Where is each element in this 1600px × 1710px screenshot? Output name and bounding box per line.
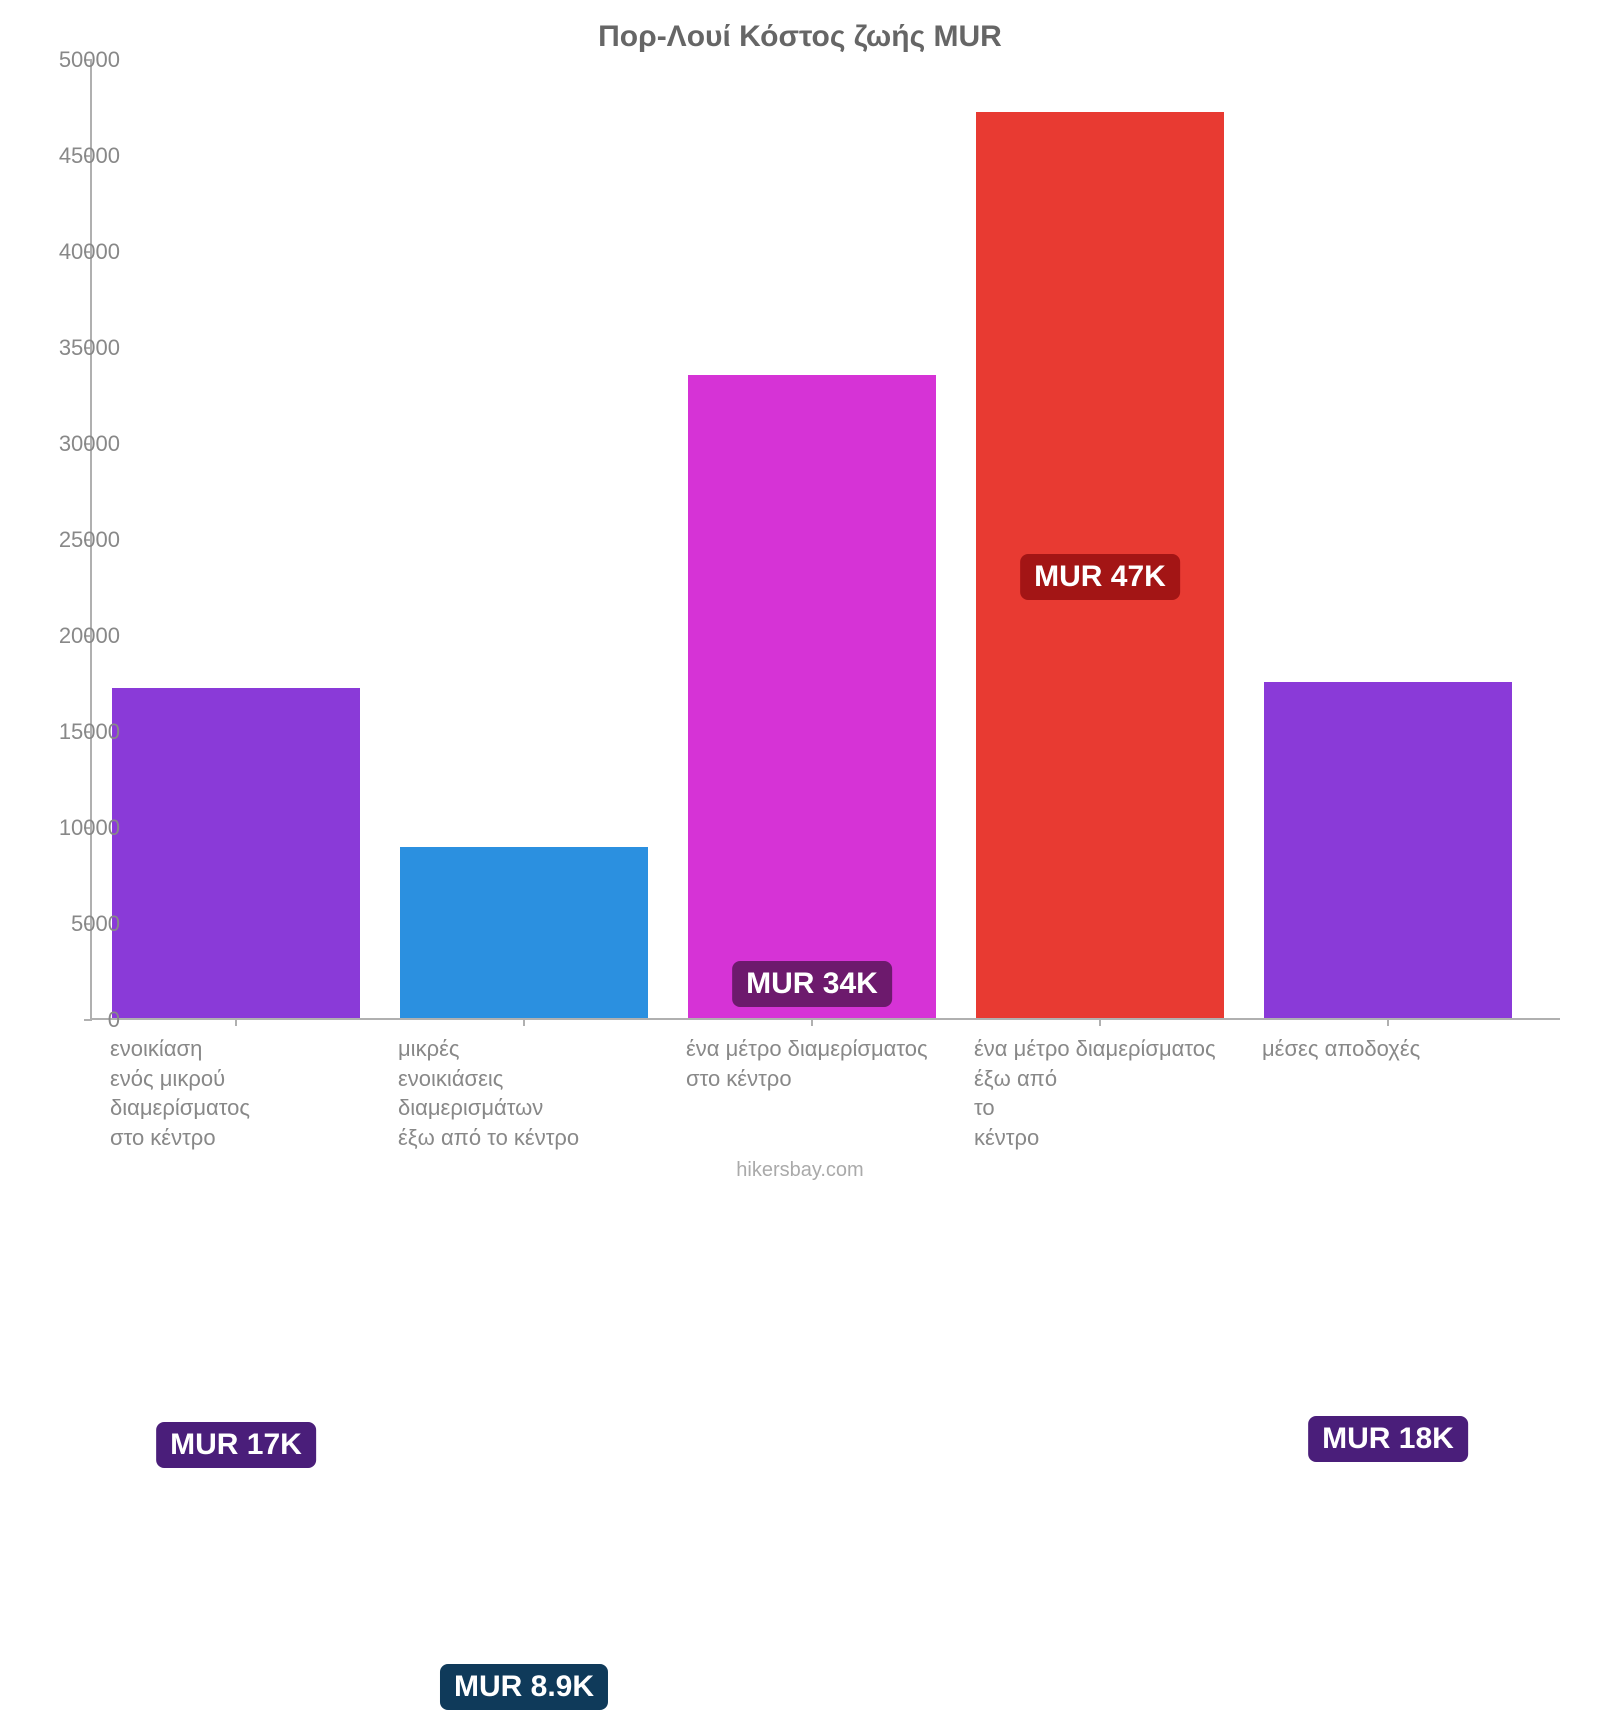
x-axis-label-line: έξω από το κέντρο: [398, 1123, 666, 1153]
x-axis-label-line: μέσες αποδοχές: [1262, 1034, 1530, 1064]
bar: MUR 8.9K: [400, 847, 648, 1018]
y-tick-label: 45000: [40, 143, 120, 169]
y-tick-label: 10000: [40, 815, 120, 841]
x-axis-label-line: ενοικιάσεις: [398, 1064, 666, 1094]
x-axis-label: ένα μέτρο διαμερίσματοςέξω απότοκέντρο: [974, 1034, 1242, 1153]
y-tick-label: 20000: [40, 623, 120, 649]
x-axis-label-line: έξω από: [974, 1064, 1242, 1094]
bar: MUR 17K: [112, 688, 360, 1018]
x-axis-label-line: κέντρο: [974, 1123, 1242, 1153]
y-tick-label: 40000: [40, 239, 120, 265]
x-tick-mark: [811, 1018, 813, 1026]
x-axis-label-line: ενοικίαση: [110, 1034, 378, 1064]
x-axis-label: μέσες αποδοχές: [1262, 1034, 1530, 1064]
bar: MUR 47K: [976, 112, 1224, 1018]
bar-value-badge: MUR 47K: [1020, 554, 1180, 600]
x-axis-label-line: στο κέντρο: [686, 1064, 954, 1094]
x-axis-label-line: μικρές: [398, 1034, 666, 1064]
x-axis-label-line: διαμερισμάτων: [398, 1093, 666, 1123]
bar: MUR 34K: [688, 375, 936, 1018]
x-axis-label: μικρέςενοικιάσειςδιαμερισμάτωνέξω από το…: [398, 1034, 666, 1153]
y-tick-label: 5000: [40, 911, 120, 937]
x-axis-label: ενοικίασηενός μικρούδιαμερίσματοςστο κέν…: [110, 1034, 378, 1153]
y-tick-label: 50000: [40, 47, 120, 73]
x-axis-label-line: το: [974, 1093, 1242, 1123]
bar-value-badge: MUR 34K: [732, 961, 892, 1007]
y-tick-label: 25000: [40, 527, 120, 553]
y-tick-label: 30000: [40, 431, 120, 457]
y-tick-label: 35000: [40, 335, 120, 361]
x-tick-mark: [523, 1018, 525, 1026]
plot-area: MUR 17KMUR 8.9K MUR 34K MUR 47K MUR 18K: [90, 60, 1560, 1020]
x-tick-mark: [1099, 1018, 1101, 1026]
x-tick-mark: [1387, 1018, 1389, 1026]
chart-title: Πορ-Λουί Κόστος ζωής MUR: [0, 20, 1600, 54]
bar: MUR 18K: [1264, 682, 1512, 1018]
x-axis-label-line: ενός μικρού: [110, 1064, 378, 1094]
x-axis-label-line: ένα μέτρο διαμερίσματος: [974, 1034, 1242, 1064]
bar-value-badge: MUR 18K: [1308, 1416, 1468, 1462]
attribution-text: hikersbay.com: [0, 1159, 1600, 1182]
bar-value-badge: MUR 8.9K: [440, 1664, 608, 1710]
x-axis-label-line: στο κέντρο: [110, 1123, 378, 1153]
cost-of-living-chart: Πορ-Λουί Κόστος ζωής MUR MUR 17KMUR 8.9K…: [0, 0, 1600, 1200]
x-axis-label: ένα μέτρο διαμερίσματοςστο κέντρο: [686, 1034, 954, 1093]
bar-value-badge: MUR 17K: [156, 1422, 316, 1468]
y-tick-label: 15000: [40, 719, 120, 745]
x-tick-mark: [235, 1018, 237, 1026]
x-axis-label-line: ένα μέτρο διαμερίσματος: [686, 1034, 954, 1064]
y-tick-label: 0: [40, 1007, 120, 1033]
x-axis-label-line: διαμερίσματος: [110, 1093, 378, 1123]
